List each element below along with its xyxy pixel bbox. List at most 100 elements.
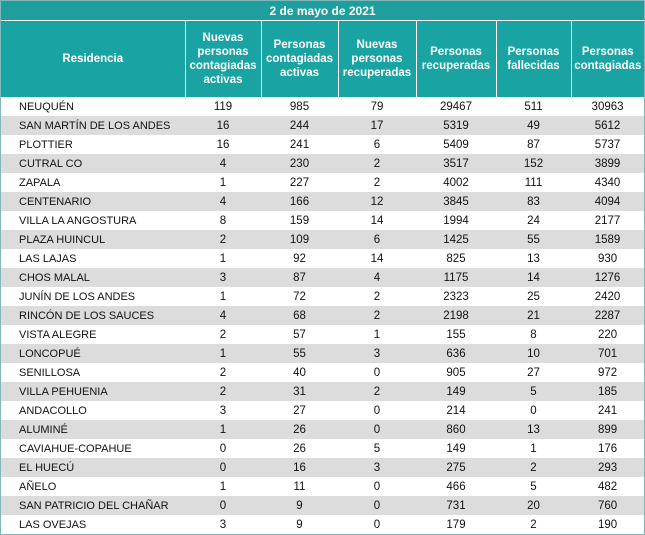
table-row: LAS OVEJAS 3 9 0 179 2 190 — [1, 515, 644, 534]
table-row: PLOTTIER 16 241 6 5409 87 5737 — [1, 135, 644, 154]
table-row: VILLA LA ANGOSTURA 8 159 14 1994 24 2177 — [1, 211, 644, 230]
value-cell: 227 — [289, 176, 310, 189]
value-cell: 4 — [338, 268, 416, 287]
value-cell: 155 — [446, 328, 466, 341]
value-cell: 2 — [338, 306, 416, 325]
value-cell: 731 — [416, 496, 496, 515]
residence-cell: AÑELO — [19, 480, 57, 493]
value-cell: 1276 — [571, 268, 645, 287]
residence-cell: SENILLOSA — [19, 366, 81, 379]
value-cell: 79 — [370, 100, 384, 113]
residence-cell: ALUMINÉ — [1, 420, 185, 439]
value-cell: 214 — [446, 404, 466, 417]
value-cell: 220 — [597, 328, 618, 341]
table-row: LONCOPUÉ 1 55 3 636 10 701 — [1, 344, 645, 363]
value-cell: 185 — [571, 382, 645, 401]
value-cell: 92 — [293, 252, 306, 265]
residence-cell: JUNÍN DE LOS ANDES — [19, 290, 136, 303]
table-row: VISTA ALEGRE 2 57 1 155 8 220 — [1, 325, 644, 344]
value-cell: 14 — [370, 214, 384, 227]
value-cell: 1 — [530, 442, 537, 455]
value-cell: 149 — [416, 382, 496, 401]
residence-cell: SAN MARTÍN DE LOS ANDES — [1, 116, 185, 135]
value-cell: 5 — [373, 442, 381, 455]
value-cell: 0 — [373, 480, 381, 493]
value-cell: 482 — [597, 480, 618, 493]
value-cell: 2 — [373, 290, 381, 303]
value-cell: 2 — [338, 382, 416, 401]
value-cell: 9 — [261, 496, 338, 515]
value-cell: 21 — [496, 306, 571, 325]
table-row: CAVIAHUE-COPAHUE 0 26 5 149 1 176 — [1, 439, 644, 458]
value-cell: 701 — [571, 344, 645, 363]
value-cell: 0 — [373, 518, 381, 531]
value-cell: 2 — [496, 458, 571, 477]
value-cell: 10 — [496, 344, 571, 363]
value-cell: 3517 — [416, 154, 496, 173]
value-cell: 24 — [527, 214, 540, 227]
value-cell: 4002 — [443, 176, 469, 189]
value-cell: 230 — [261, 154, 338, 173]
value-cell: 275 — [416, 458, 496, 477]
value-cell: 4094 — [571, 192, 645, 211]
value-cell: 2287 — [571, 306, 645, 325]
value-cell: 12 — [338, 192, 416, 211]
value-cell: 26 — [293, 442, 306, 455]
value-cell: 0 — [530, 404, 537, 417]
value-cell: 26 — [261, 420, 338, 439]
value-cell: 11 — [293, 480, 306, 493]
value-cell: 119 — [213, 100, 233, 113]
value-cell: 5319 — [416, 116, 496, 135]
value-cell: 930 — [597, 252, 618, 265]
value-cell: 31 — [261, 382, 338, 401]
table-row: SAN MARTÍN DE LOS ANDES 16 244 17 5319 49 5612 — [1, 116, 645, 135]
value-cell: 1994 — [443, 214, 469, 227]
residence-cell: SAN PATRICIO DEL CHAÑAR — [1, 496, 185, 515]
value-cell: 5612 — [571, 116, 645, 135]
table-row: AÑELO 1 11 0 466 5 482 — [1, 477, 644, 496]
value-cell: 16 — [185, 116, 261, 135]
residence-cell: PLOTTIER — [19, 138, 73, 151]
value-cell: 6 — [373, 138, 381, 151]
value-cell: 4 — [185, 192, 261, 211]
table-row: CUTRAL CO 4 230 2 3517 152 3899 — [1, 154, 645, 173]
value-cell: 4340 — [594, 176, 621, 189]
value-cell: 0 — [219, 442, 227, 455]
value-cell: 17 — [338, 116, 416, 135]
value-cell: 20 — [496, 496, 571, 515]
table-row: JUNÍN DE LOS ANDES 1 72 2 2323 25 2420 — [1, 287, 644, 306]
value-cell: 30963 — [591, 100, 624, 113]
value-cell: 825 — [446, 252, 466, 265]
value-cell: 2198 — [416, 306, 496, 325]
value-cell: 2 — [373, 176, 381, 189]
value-cell: 760 — [571, 496, 645, 515]
column-header: Nuevas personas contagiadas activas — [185, 20, 262, 97]
value-cell: 152 — [496, 154, 571, 173]
value-cell: 149 — [446, 442, 466, 455]
value-cell: 2 — [219, 366, 227, 379]
table-row: ZAPALA 1 227 2 4002 111 4340 — [1, 173, 644, 192]
value-cell: 5737 — [594, 138, 621, 151]
value-cell: 511 — [524, 100, 543, 113]
value-cell: 68 — [261, 306, 338, 325]
value-cell: 14 — [370, 252, 384, 265]
residence-cell: LONCOPUÉ — [1, 344, 185, 363]
value-cell: 57 — [293, 328, 306, 341]
column-header: Personas recuperadas — [416, 20, 497, 97]
table-row: CHOS MALAL 3 87 4 1175 14 1276 — [1, 268, 645, 287]
table-row: VILLA PEHUENIA 2 31 2 149 5 185 — [1, 382, 645, 401]
table-row: LAS LAJAS 1 92 14 825 13 930 — [1, 249, 644, 268]
value-cell: 25 — [527, 290, 540, 303]
residence-cell: VISTA ALEGRE — [19, 328, 97, 341]
value-cell: 55 — [496, 230, 571, 249]
value-cell: 5 — [496, 382, 571, 401]
value-cell: 241 — [597, 404, 618, 417]
value-cell: 972 — [597, 366, 618, 379]
value-cell: 40 — [293, 366, 306, 379]
value-cell: 0 — [373, 366, 381, 379]
value-cell: 466 — [446, 480, 466, 493]
value-cell: 1 — [219, 252, 227, 265]
value-cell: 1 — [185, 344, 261, 363]
value-cell: 0 — [185, 496, 261, 515]
residence-cell: CHOS MALAL — [1, 268, 185, 287]
